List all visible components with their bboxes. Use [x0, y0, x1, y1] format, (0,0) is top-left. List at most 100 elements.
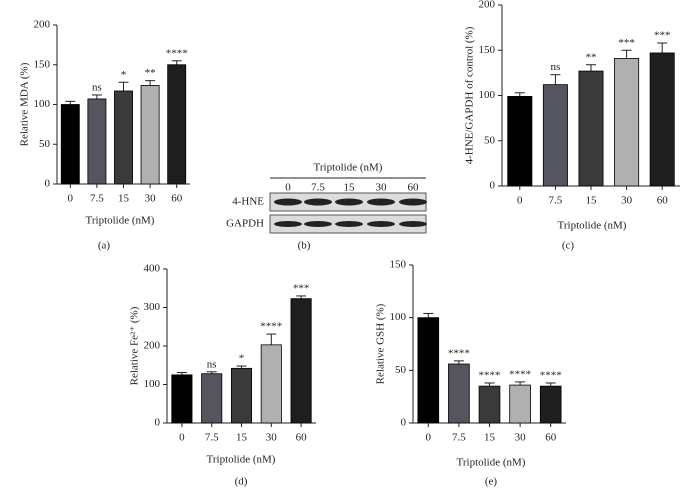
- y-tick-label: 150: [34, 58, 51, 70]
- bar: [60, 104, 80, 185]
- y-tick-label: 100: [144, 378, 161, 390]
- significance-label: **: [586, 51, 597, 63]
- y-tick-label: 50: [484, 134, 496, 146]
- y-tick-label: 150: [479, 44, 496, 56]
- x-tick-label: 30: [621, 195, 633, 207]
- band: [274, 198, 302, 206]
- y-tick-label: 300: [144, 301, 161, 313]
- panel-label: (a): [98, 240, 111, 252]
- y-tick-label: 200: [144, 340, 161, 352]
- band: [367, 198, 395, 206]
- x-tick-label: 7.5: [205, 432, 219, 444]
- bar: [87, 98, 107, 185]
- blot-title: Triptolide (nM): [314, 162, 383, 174]
- y-tick-label: 150: [390, 259, 407, 271]
- x-tick-label: 30: [515, 432, 527, 444]
- bar: [417, 317, 440, 424]
- significance-label: ****: [540, 370, 562, 382]
- bar: [649, 52, 675, 187]
- bar: [478, 385, 501, 424]
- y-axis-title: 4-HNE/GAPDH of control (%): [464, 26, 476, 164]
- x-tick-label: 60: [545, 432, 557, 444]
- x-tick-label: 15: [586, 195, 598, 207]
- lane-label: 7.5: [311, 182, 325, 194]
- x-tick-label: 15: [118, 193, 130, 205]
- x-axis-title: Triptolide (nM): [86, 215, 155, 227]
- x-tick-label: 7.5: [549, 195, 563, 207]
- significance-label: ***: [293, 282, 310, 294]
- x-tick-label: 30: [145, 193, 157, 205]
- significance-label: ns: [92, 81, 102, 93]
- significance-label: ***: [654, 30, 671, 42]
- bar: [290, 298, 312, 424]
- x-axis-title: Triptolide (nM): [558, 220, 627, 232]
- panel-label: (d): [235, 476, 248, 488]
- x-tick-label: 30: [266, 432, 278, 444]
- x-tick-label: 60: [171, 193, 183, 205]
- row-label: GAPDH: [226, 218, 264, 230]
- bar: [230, 367, 253, 424]
- bar: [167, 64, 187, 185]
- bar: [171, 374, 193, 424]
- bar: [448, 363, 470, 424]
- y-axis-title: Relative Fe²⁺ (%): [129, 306, 141, 385]
- bar: [614, 57, 640, 187]
- x-tick-label: 0: [68, 193, 74, 205]
- bar: [201, 373, 223, 424]
- bar: [260, 344, 282, 424]
- lane-label: 60: [408, 182, 420, 194]
- x-tick-label: 15: [236, 432, 248, 444]
- x-tick-label: 0: [517, 195, 523, 207]
- lane-label: 30: [376, 182, 388, 194]
- x-tick-label: 0: [426, 432, 432, 444]
- band: [399, 198, 427, 206]
- significance-label: *: [121, 69, 127, 81]
- bar: [114, 90, 133, 185]
- y-tick-label: 200: [34, 19, 51, 31]
- x-axis-title: Triptolide (nM): [457, 457, 526, 469]
- y-tick-label: 50: [395, 364, 407, 376]
- bar: [509, 384, 531, 424]
- x-tick-label: 60: [296, 432, 308, 444]
- band: [335, 198, 363, 206]
- significance-label: ****: [509, 368, 531, 380]
- panel-label: (c): [562, 240, 575, 252]
- x-tick-label: 7.5: [90, 193, 104, 205]
- y-axis-title: Relative GSH (%): [375, 303, 387, 384]
- lane-label: 15: [344, 182, 356, 194]
- lane-label: 0: [285, 182, 291, 194]
- row-label: 4-HNE: [232, 196, 264, 208]
- significance-label: ****: [448, 347, 470, 359]
- bar: [140, 85, 160, 185]
- significance-label: ****: [260, 321, 282, 333]
- panel-label: (b): [298, 240, 311, 252]
- significance-label: ****: [479, 370, 501, 382]
- bar: [578, 70, 604, 187]
- y-tick-label: 400: [144, 263, 161, 275]
- panel-label: (e): [485, 476, 498, 488]
- x-tick-label: 15: [484, 432, 496, 444]
- y-tick-label: 0: [490, 180, 496, 192]
- x-tick-label: 7.5: [452, 432, 466, 444]
- y-tick-label: 100: [479, 89, 496, 101]
- significance-label: ***: [618, 37, 635, 49]
- y-tick-label: 100: [390, 311, 407, 323]
- y-tick-label: 50: [39, 138, 51, 150]
- band: [399, 221, 427, 227]
- x-tick-label: 0: [179, 432, 185, 444]
- x-axis-title: Triptolide (nM): [207, 454, 276, 466]
- y-tick-label: 0: [401, 417, 407, 429]
- band: [335, 221, 363, 227]
- significance-label: ns: [551, 61, 561, 73]
- y-tick-label: 0: [155, 417, 161, 429]
- y-tick-label: 200: [479, 0, 496, 11]
- bar: [542, 84, 568, 187]
- band: [304, 221, 332, 227]
- y-tick-label: 0: [45, 178, 51, 190]
- bar: [507, 96, 533, 187]
- significance-label: *: [239, 353, 245, 365]
- bar: [539, 385, 562, 424]
- band: [304, 198, 332, 206]
- significance-label: ns: [207, 358, 217, 370]
